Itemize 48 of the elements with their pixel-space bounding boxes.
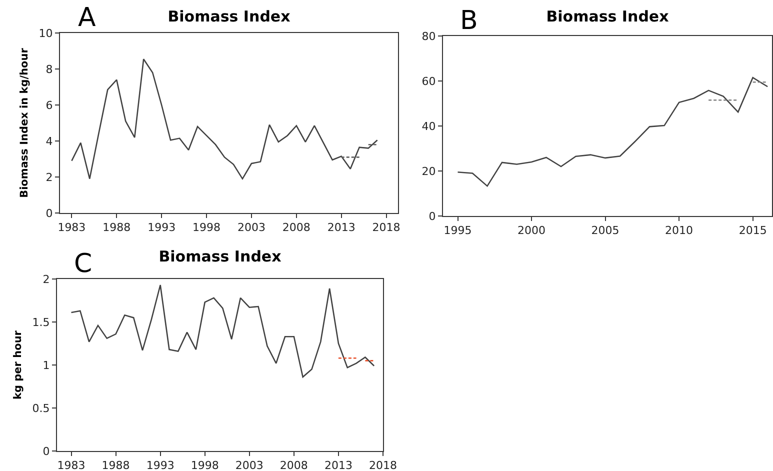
x-tick-label: 1983 [58,221,86,234]
y-tick-label: 0 [428,210,436,223]
x-tick-label: 1993 [148,221,176,234]
y-tick-label: 0 [42,444,50,458]
x-tick-label: 2013 [327,221,356,234]
y-axis-title: kg per hour [12,330,24,400]
y-tick-label: 1.5 [32,316,50,329]
y-tick-label: 1 [42,358,50,372]
x-tick-label: 2018 [369,459,397,471]
annotation: B [460,6,478,36]
y-tick-label: 2 [42,272,50,286]
y-axis-title: Biomass Index in kg/hour [18,47,31,198]
annotation: C [74,249,92,279]
chart-title: Biomass Index [168,7,291,26]
x-tick-label: 1998 [190,459,219,471]
line-series [71,58,378,180]
x-tick-label: 2018 [372,221,400,234]
x-tick-label: 1993 [146,459,174,471]
y-tick-label: 60 [422,74,436,88]
x-tick-label: 2000 [518,224,546,238]
y-tick-label: 6 [46,98,53,112]
y-tick-label: 4 [46,134,53,148]
y-tick-label: 20 [422,164,436,178]
y-tick-label: 40 [422,120,436,133]
x-tick-label: 2003 [237,221,266,234]
line-series [70,284,375,378]
x-tick-label: 2010 [665,224,694,238]
line-series [457,76,768,187]
y-tick-label: 10 [38,26,53,40]
chart-title: Biomass Index [546,7,670,26]
x-tick-label: 2015 [738,224,767,238]
x-tick-label: 1988 [102,221,131,234]
y-tick-label: 0.5 [32,402,50,415]
x-tick-label: 2013 [324,459,352,471]
chart-title: Biomass Index [158,247,282,266]
y-tick-label: 80 [422,30,436,43]
x-tick-label: 2008 [280,459,308,471]
y-tick-label: 0 [46,206,53,220]
y-tick-label: 8 [46,62,53,76]
x-tick-label: 1998 [192,221,221,234]
x-tick-label: 2003 [235,459,264,471]
x-tick-label: 2005 [591,224,620,238]
x-tick-label: 1995 [444,224,472,238]
x-tick-label: 1983 [57,459,86,471]
annotation: A [78,3,96,33]
x-tick-label: 2008 [282,221,310,234]
y-tick-label: 2 [46,170,53,184]
x-tick-label: 1988 [102,459,130,471]
